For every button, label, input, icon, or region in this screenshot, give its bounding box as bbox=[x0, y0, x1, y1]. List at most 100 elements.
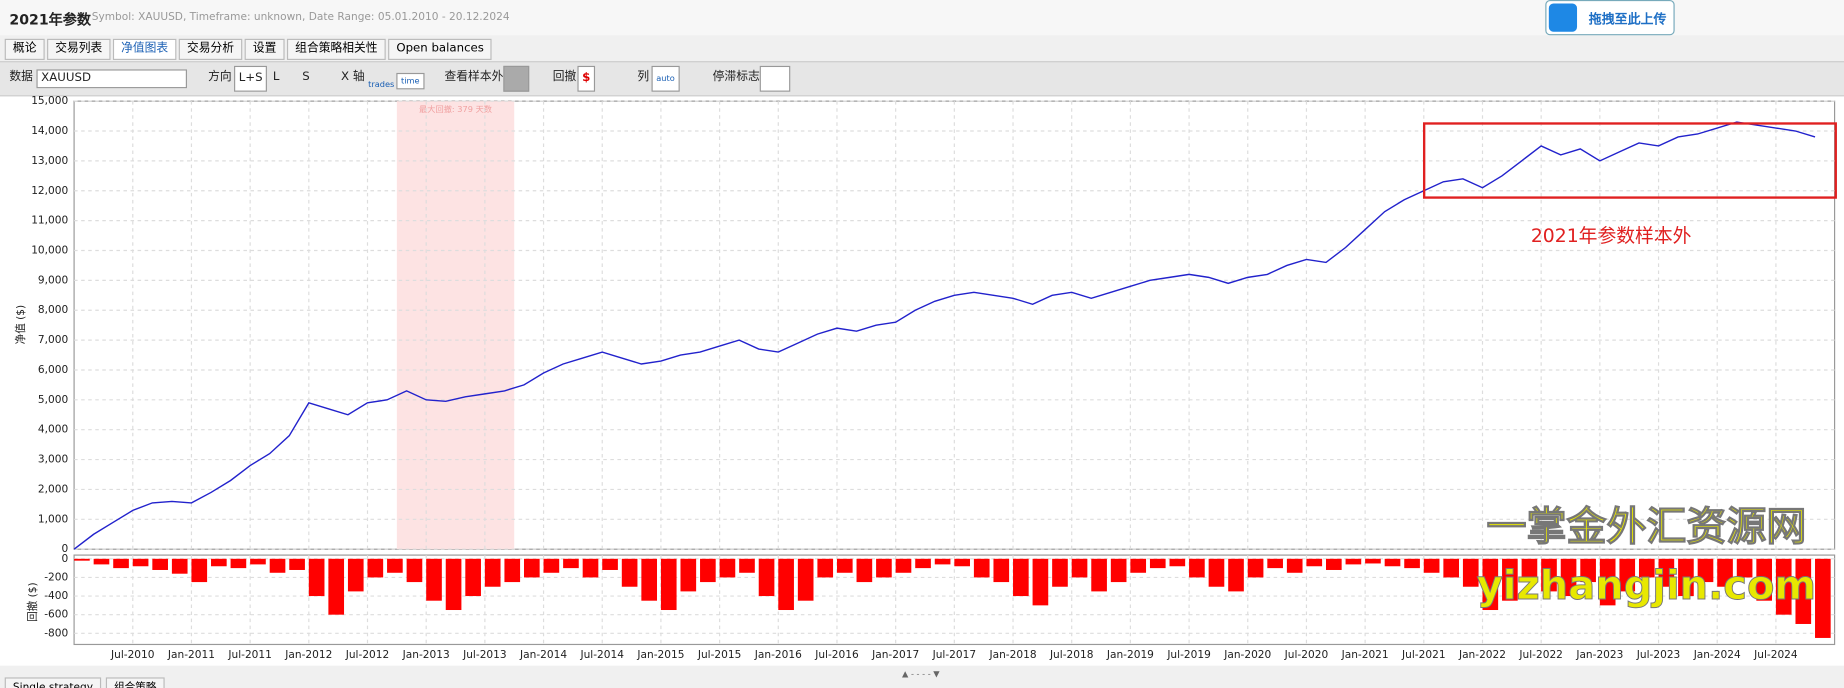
tab[interactable]: Open balances bbox=[388, 38, 493, 60]
drawdown-bar bbox=[269, 558, 286, 573]
drawdown-bar bbox=[817, 558, 834, 578]
y-axis-label: 回撤 ($) bbox=[26, 582, 39, 622]
drawdown-bar bbox=[1521, 558, 1538, 578]
drawdown-bar bbox=[1717, 558, 1733, 587]
drawdown-bar bbox=[1599, 558, 1616, 606]
drawdown-bar bbox=[347, 558, 364, 592]
tab[interactable]: 设置 bbox=[244, 38, 285, 60]
watermark: 一掌金外汇资源网 bbox=[1487, 504, 1807, 550]
drawdown-bar bbox=[1013, 558, 1029, 597]
drawdown-bar bbox=[876, 558, 892, 578]
tab[interactable]: 概论 bbox=[4, 38, 45, 60]
columns-auto[interactable]: auto bbox=[651, 65, 680, 92]
x-tick-label: Jan-2017 bbox=[871, 649, 919, 661]
direction-l[interactable]: L bbox=[272, 70, 280, 84]
oos-toggle[interactable] bbox=[503, 65, 530, 92]
drawdown-bar bbox=[406, 558, 423, 583]
oos-box bbox=[1422, 122, 1837, 199]
splitter[interactable]: ▲ - - - - ▼ bbox=[902, 668, 940, 678]
drawdown-bar bbox=[954, 558, 970, 567]
drawdown-label: 回撤 bbox=[552, 70, 577, 84]
drawdown-bar bbox=[230, 558, 247, 569]
tab[interactable]: 交易列表 bbox=[47, 38, 111, 60]
x-tick-label: Jan-2013 bbox=[402, 649, 450, 661]
columns-label: 列 bbox=[637, 70, 650, 84]
y-tick-label: 4,000 bbox=[38, 424, 69, 436]
stagnation-label: 停滞标志 bbox=[712, 70, 760, 84]
bottom-tab[interactable]: 组合策略 bbox=[105, 677, 165, 688]
y-tick-label: -600 bbox=[44, 609, 68, 621]
drawdown-bar bbox=[543, 558, 560, 573]
direction-s[interactable]: S bbox=[302, 70, 310, 84]
drawdown-bar bbox=[582, 558, 599, 578]
x-tick-label: Jul-2011 bbox=[227, 649, 272, 661]
drawdown-bar bbox=[1071, 558, 1088, 578]
drawdown-bar bbox=[1775, 558, 1792, 615]
upload-icon bbox=[1548, 3, 1578, 32]
drawdown-bar bbox=[1326, 558, 1342, 570]
drawdown-bar bbox=[132, 558, 149, 567]
upload-button[interactable]: 拖拽至此上传 bbox=[1545, 0, 1675, 36]
drawdown-bar bbox=[1482, 558, 1499, 611]
y-tick-label: 9,000 bbox=[38, 274, 69, 286]
drawdown-bar bbox=[74, 558, 90, 561]
x-tick-label: Jul-2015 bbox=[697, 649, 742, 661]
drawdown-unit[interactable]: $ bbox=[577, 65, 596, 92]
y-tick-label: -400 bbox=[44, 590, 68, 602]
symbol-select[interactable]: XAUUSD bbox=[36, 69, 187, 89]
direction-ls[interactable]: L+S bbox=[234, 65, 268, 92]
title: 2021年参数 bbox=[9, 11, 92, 29]
drawdown-bar bbox=[113, 558, 129, 569]
y-tick-label: 6,000 bbox=[38, 364, 69, 376]
drawdown-bar bbox=[1736, 558, 1753, 578]
y-tick-label: 2,000 bbox=[38, 483, 69, 495]
drawdown-bar bbox=[1149, 558, 1166, 569]
drawdown-bar bbox=[1267, 558, 1283, 569]
drawdown-bar bbox=[993, 558, 1010, 583]
x-tick-label: Jan-2019 bbox=[1106, 649, 1154, 661]
x-tick-label: Jul-2012 bbox=[345, 649, 390, 661]
tab[interactable]: 组合策略相关性 bbox=[286, 38, 386, 60]
drawdown-bar bbox=[426, 558, 442, 601]
x-tick-label: Jan-2014 bbox=[519, 649, 567, 661]
x-tick-label: Jul-2014 bbox=[579, 649, 624, 661]
stagnation-select[interactable] bbox=[759, 65, 791, 92]
drawdown-bar bbox=[1365, 558, 1381, 564]
drawdown-bar bbox=[602, 558, 618, 570]
x-tick-label: Jul-2016 bbox=[814, 649, 859, 661]
y-tick-label: 13,000 bbox=[31, 155, 68, 167]
tab[interactable]: 净值图表 bbox=[112, 38, 177, 60]
drawdown-bar bbox=[1815, 558, 1831, 638]
drawdown-bar bbox=[1169, 558, 1186, 567]
x-tick-label: Jul-2021 bbox=[1401, 649, 1446, 661]
drawdown-bar bbox=[1795, 558, 1812, 624]
x-tick-label: Jan-2024 bbox=[1693, 649, 1741, 661]
bottom-tab[interactable]: Single strategy bbox=[4, 677, 102, 688]
x-tick-label: Jan-2011 bbox=[167, 649, 215, 661]
xaxis-time[interactable]: time bbox=[396, 72, 425, 90]
data-label: 数据 bbox=[9, 70, 33, 84]
drawdown-bar bbox=[915, 558, 931, 569]
x-tick-label: Jan-2012 bbox=[284, 649, 332, 661]
drawdown-bar bbox=[1462, 558, 1479, 587]
xaxis-trades[interactable]: trades bbox=[368, 79, 395, 90]
drawdown-bar bbox=[758, 558, 775, 597]
y-tick-label: 3,000 bbox=[38, 454, 69, 466]
drawdown-bar bbox=[445, 558, 462, 611]
drawdown-bar bbox=[308, 558, 325, 597]
drawdown-bar bbox=[1208, 558, 1225, 587]
y-tick-label: 11,000 bbox=[31, 215, 68, 227]
drawdown-bar bbox=[387, 558, 403, 573]
drawdown-bar bbox=[211, 558, 227, 567]
tab[interactable]: 交易分析 bbox=[178, 38, 243, 60]
drawdown-bar bbox=[1541, 558, 1557, 592]
drawdown-bar bbox=[680, 558, 697, 592]
drawdown-bar bbox=[1697, 558, 1714, 583]
drawdown-bar bbox=[1286, 558, 1303, 573]
x-tick-label: Jan-2023 bbox=[1575, 649, 1623, 661]
drawdown-bar bbox=[1756, 558, 1772, 601]
y-tick-label: -800 bbox=[44, 627, 68, 639]
drawdown-bar bbox=[973, 558, 990, 578]
